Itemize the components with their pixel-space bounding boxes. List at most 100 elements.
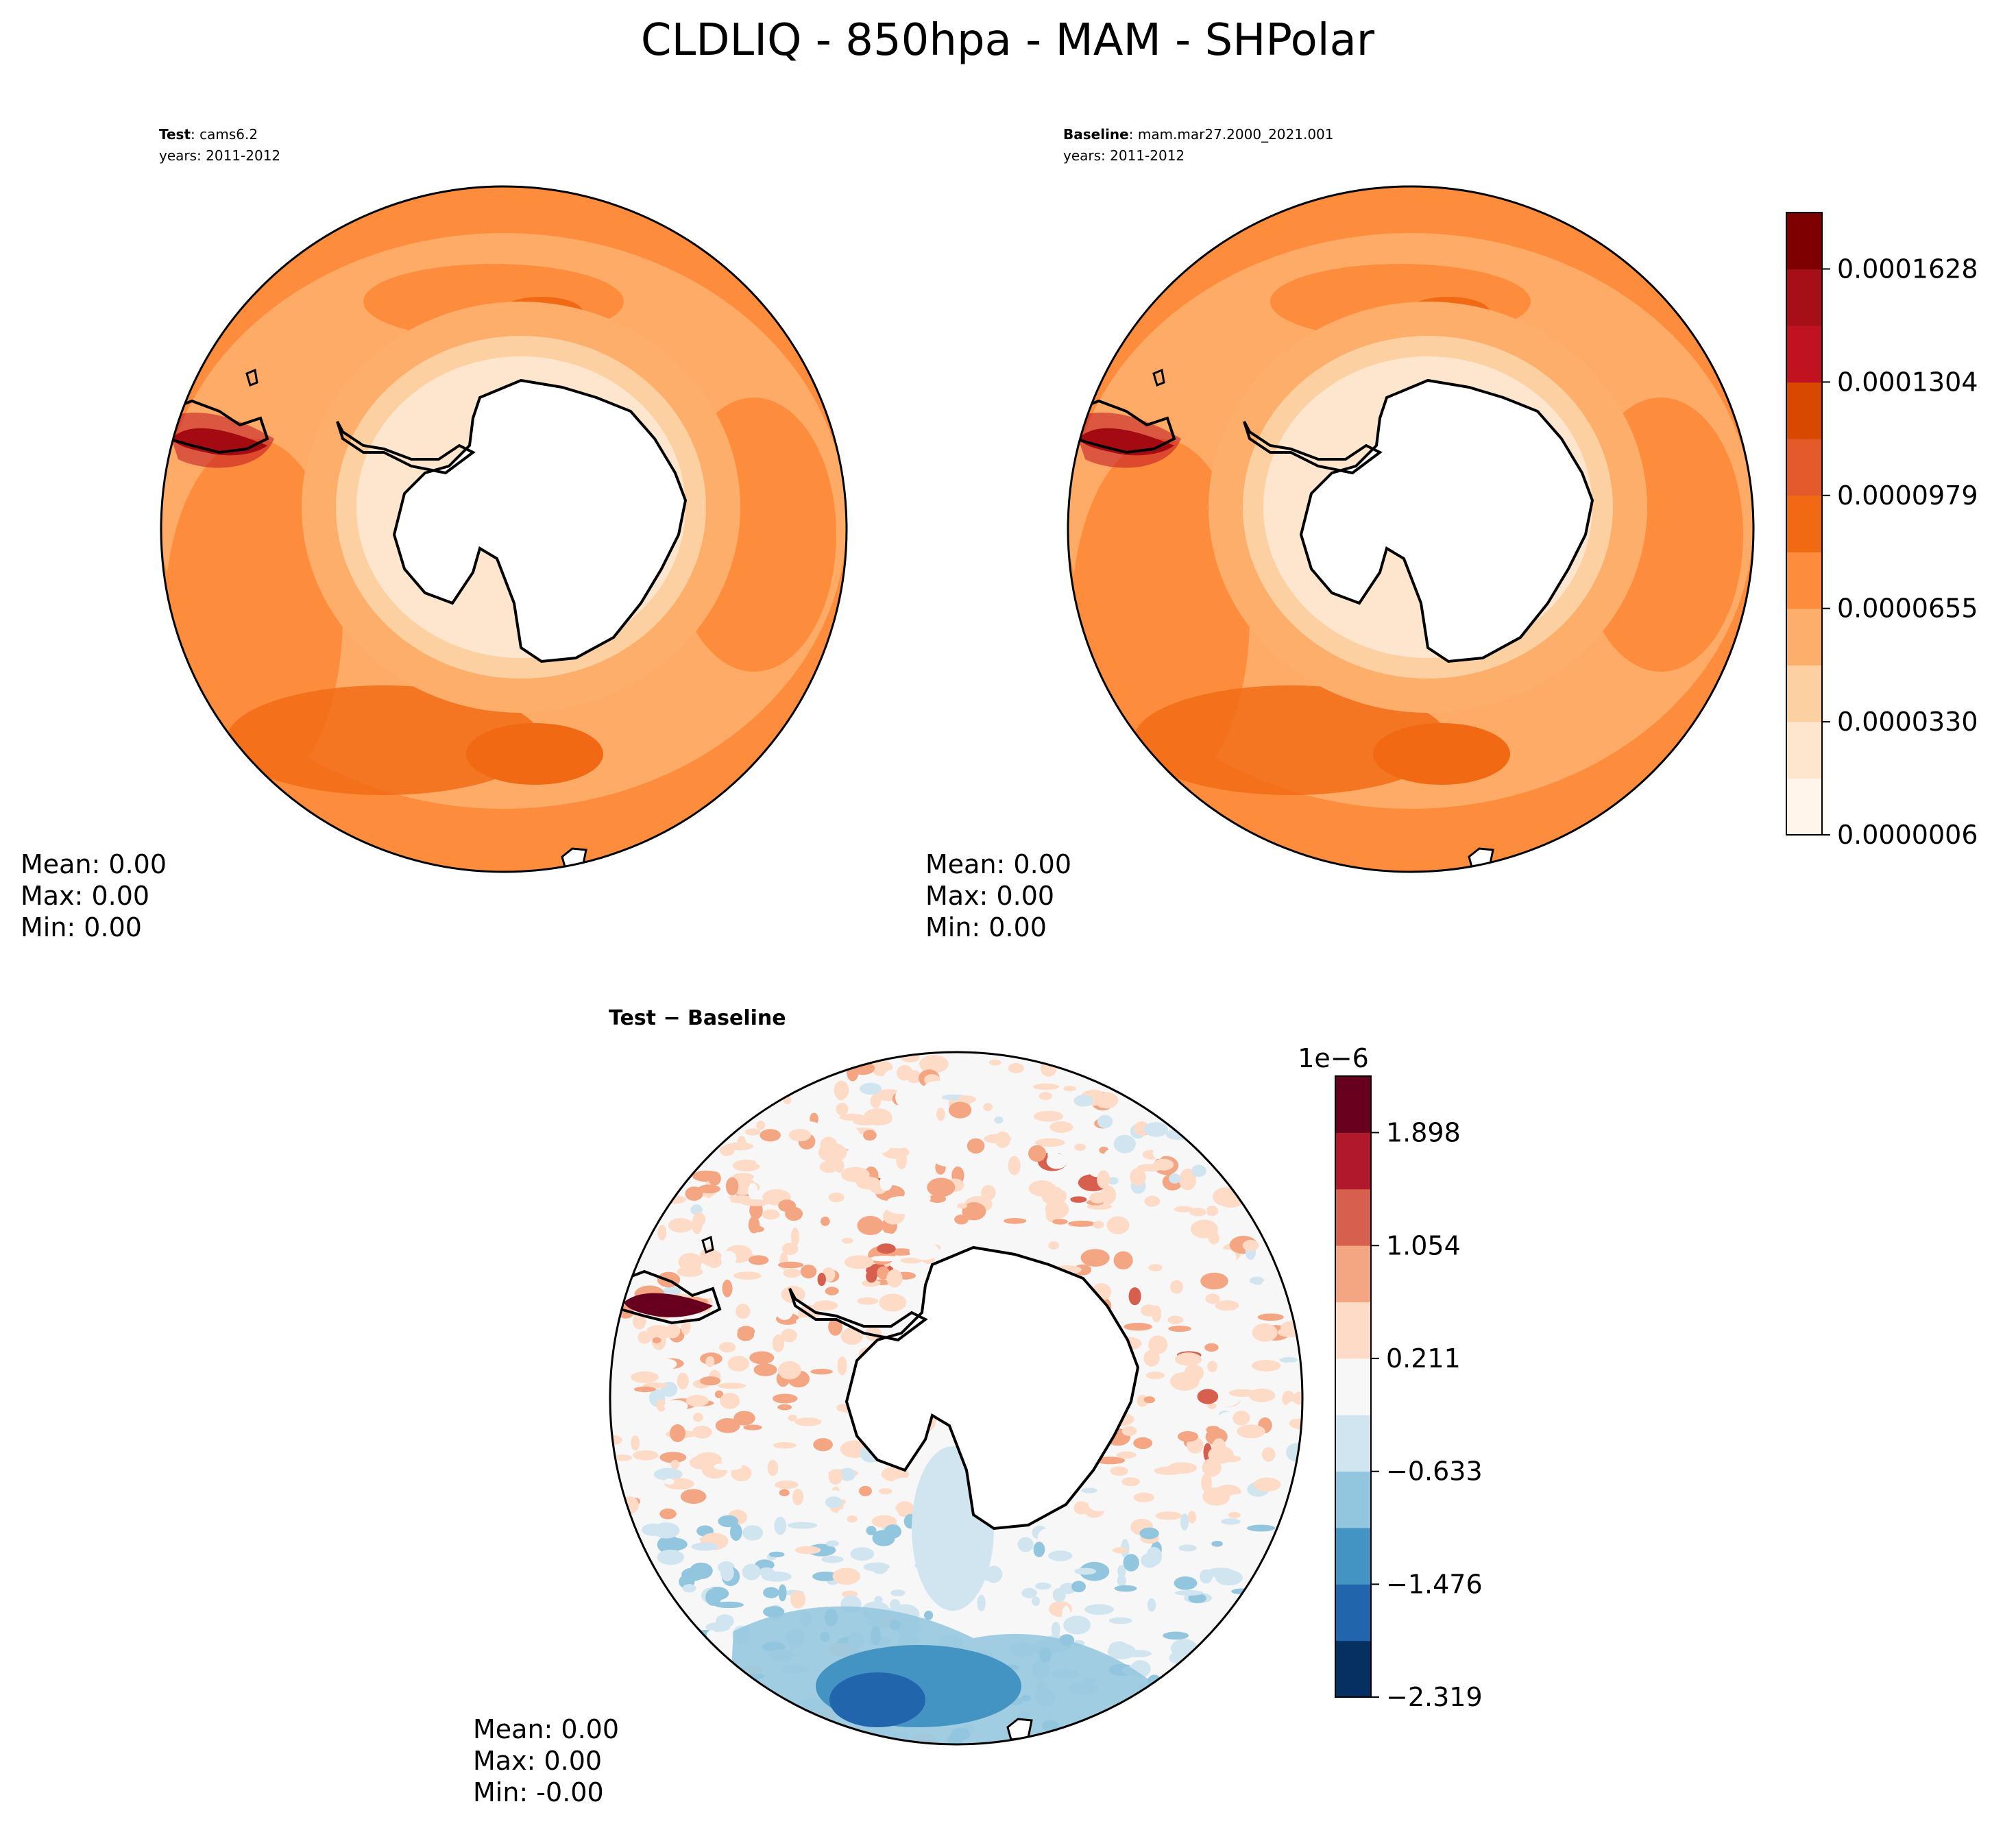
difference-speckle	[834, 1080, 849, 1099]
difference-speckle	[768, 1551, 785, 1558]
difference-speckle	[692, 1212, 706, 1227]
difference-speckle	[1188, 1593, 1206, 1603]
baseline-title: Baseline: mam.mar27.2000_2021.001	[1063, 126, 1334, 143]
difference-speckle	[722, 1279, 733, 1297]
difference-speckle	[1200, 1569, 1213, 1584]
difference-speckle	[847, 1515, 858, 1523]
difference-speckle	[1106, 1216, 1130, 1234]
difference-speckle	[1250, 1276, 1265, 1285]
difference-speckle	[753, 1363, 777, 1376]
difference-speckle	[1110, 1466, 1128, 1476]
difference-speckle	[1206, 1568, 1235, 1578]
difference-speckle	[1242, 1240, 1259, 1252]
difference-speckle	[1179, 1172, 1196, 1191]
difference-speckle	[614, 1454, 632, 1461]
test-south-america-coast	[164, 399, 269, 454]
baseline-stat-mean: Mean: 0.00	[925, 849, 1071, 879]
difference-speckle	[936, 1108, 945, 1121]
colorbar-sequential-swatch	[1786, 326, 1822, 383]
difference-speckle	[772, 1393, 798, 1404]
difference-speckle	[778, 1199, 796, 1212]
colorbar-sequential-tick-label: 0.0000330	[1837, 707, 1978, 737]
difference-speckle	[1113, 1251, 1133, 1270]
difference-peninsula-red	[624, 1293, 713, 1317]
difference-speckle	[1175, 1352, 1202, 1366]
difference-speckle	[984, 1134, 1012, 1144]
difference-speckle	[1008, 1156, 1021, 1175]
difference-speckle	[733, 1411, 755, 1426]
difference-speckle	[700, 1376, 721, 1386]
difference-speckle	[879, 1174, 892, 1191]
difference-speckle	[1184, 1364, 1204, 1382]
difference-speckle	[1112, 1547, 1128, 1554]
difference-speckle	[748, 1183, 758, 1199]
colorbar-sequential-tick-label: 0.0000655	[1837, 594, 1978, 624]
colorbar-diverging-multiplier: 1e−6	[1298, 1043, 1369, 1073]
difference-speckle	[1104, 1149, 1115, 1162]
difference-speckle	[668, 1218, 693, 1233]
difference-speckle	[1121, 1426, 1137, 1437]
difference-speckle	[774, 1516, 787, 1535]
difference-speckle	[1148, 1264, 1163, 1271]
difference-speckle	[841, 1127, 860, 1146]
difference-speckle	[820, 1115, 845, 1130]
colorbar-diverging-swatch	[1335, 1189, 1371, 1246]
colorbar-diverging-tick-label: −2.319	[1386, 1682, 1483, 1712]
difference-speckle	[667, 1493, 681, 1500]
difference-speckle	[900, 1257, 923, 1264]
difference-speckle	[879, 1293, 907, 1312]
test-stat-mean: Mean: 0.00	[21, 849, 167, 879]
difference-speckle	[1048, 1550, 1073, 1561]
difference-speckle	[1201, 1473, 1212, 1492]
difference-speckle	[794, 1546, 821, 1555]
difference-speckle	[1170, 1280, 1183, 1294]
difference-speckle	[1021, 1587, 1037, 1598]
colorbar-diverging-swatch	[1335, 1076, 1371, 1133]
difference-speckle	[1063, 1616, 1091, 1635]
colorbar-sequential-swatch	[1786, 778, 1822, 836]
difference-speckle	[685, 1186, 703, 1201]
difference-speckle	[872, 1139, 890, 1154]
difference-speckle	[1049, 1121, 1073, 1133]
difference-speckle	[957, 1095, 976, 1104]
difference-speckle	[1137, 1164, 1163, 1172]
colorbar-sequential-ticks: 0.0000006 0.0000330 0.0000655 0.0000979 0.00…	[1822, 254, 1978, 850]
test-title: Test: cams6.2	[159, 126, 258, 143]
baseline-map-field	[1068, 186, 1753, 872]
difference-speckle	[844, 1255, 874, 1269]
difference-speckle	[983, 1103, 993, 1112]
difference-speckle	[749, 1351, 775, 1365]
difference-speckle	[1111, 1602, 1141, 1616]
difference-speckle	[1150, 1180, 1161, 1195]
difference-speckle	[877, 1266, 890, 1280]
difference-speckle	[707, 1477, 718, 1485]
difference-speckle	[1046, 1153, 1067, 1169]
colorbar-diverging: 1e−6 −2.319 −1.476 −0.633 0.211 1.054 1.898	[1298, 1043, 1482, 1712]
difference-speckle	[634, 1386, 656, 1393]
difference-speckle	[1169, 1173, 1181, 1184]
difference-speckle	[1231, 1282, 1255, 1289]
difference-speckle	[890, 1477, 919, 1493]
colorbar-sequential-swatch	[1786, 212, 1822, 270]
difference-speckle	[610, 1435, 622, 1446]
difference-speckle	[1205, 1293, 1220, 1304]
difference-speckle	[1144, 1121, 1168, 1137]
difference-speckle	[895, 1088, 909, 1106]
difference-speckle	[662, 1287, 681, 1295]
difference-speckle	[742, 1563, 761, 1581]
difference-speckle	[1084, 1604, 1114, 1615]
difference-speckle	[788, 1129, 812, 1142]
difference-stat-min: Min: -0.00	[473, 1777, 604, 1807]
difference-speckle	[1218, 1250, 1237, 1267]
difference-speckle	[850, 1547, 875, 1561]
difference-speckle	[1004, 1218, 1027, 1224]
difference-speckle	[762, 1571, 792, 1582]
difference-speckle	[1133, 1437, 1153, 1449]
difference-speckle	[1197, 1389, 1219, 1404]
difference-speckle	[637, 1331, 652, 1344]
difference-speckle	[657, 1549, 684, 1565]
difference-speckle	[714, 1601, 744, 1609]
colorbar-sequential-tick-label: 0.0001628	[1837, 254, 1978, 284]
difference-speckle	[708, 1171, 721, 1186]
difference-speckle	[1008, 1063, 1024, 1073]
